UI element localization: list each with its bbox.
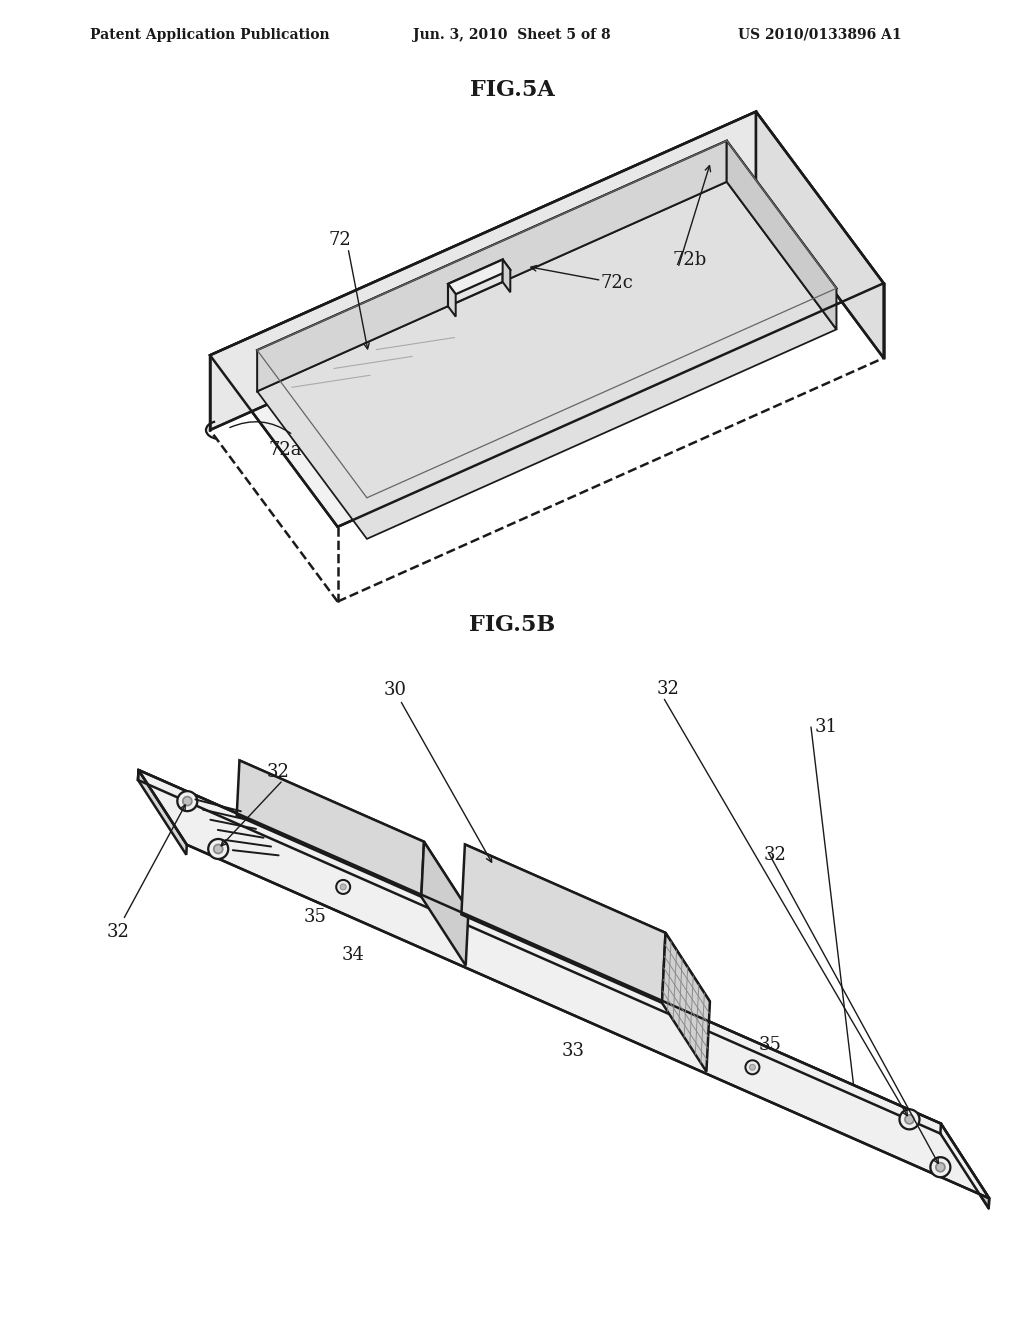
Text: 32: 32: [764, 846, 786, 865]
Text: 35: 35: [304, 908, 327, 925]
Polygon shape: [727, 141, 837, 330]
Circle shape: [745, 1060, 760, 1074]
Text: 34: 34: [342, 945, 365, 964]
Polygon shape: [257, 141, 837, 498]
Text: 72c: 72c: [600, 275, 633, 293]
Text: 72b: 72b: [673, 251, 708, 269]
Circle shape: [340, 884, 346, 890]
Polygon shape: [449, 260, 510, 294]
Text: Jun. 3, 2010  Sheet 5 of 8: Jun. 3, 2010 Sheet 5 of 8: [414, 28, 610, 42]
Text: 30: 30: [384, 681, 407, 700]
Polygon shape: [210, 112, 756, 430]
Text: 32: 32: [106, 923, 129, 941]
Polygon shape: [257, 141, 727, 391]
Text: 33: 33: [562, 1041, 585, 1060]
Polygon shape: [138, 770, 941, 1134]
Text: 32: 32: [656, 680, 680, 698]
Polygon shape: [449, 260, 503, 306]
Text: FIG.5A: FIG.5A: [470, 79, 554, 102]
Polygon shape: [756, 112, 884, 358]
Circle shape: [214, 845, 223, 854]
Polygon shape: [257, 182, 837, 539]
Circle shape: [336, 880, 350, 894]
Circle shape: [208, 840, 228, 859]
Polygon shape: [449, 284, 456, 317]
Polygon shape: [421, 842, 468, 965]
Text: FIG.5B: FIG.5B: [469, 614, 555, 636]
Polygon shape: [465, 845, 710, 1002]
Circle shape: [899, 1109, 920, 1130]
Text: 72a: 72a: [268, 441, 302, 459]
Circle shape: [936, 1163, 945, 1172]
Text: 72: 72: [329, 231, 351, 249]
Polygon shape: [237, 760, 424, 896]
Polygon shape: [240, 760, 468, 911]
Polygon shape: [662, 933, 710, 1072]
Text: 32: 32: [266, 763, 290, 781]
Text: Patent Application Publication: Patent Application Publication: [90, 28, 330, 42]
Circle shape: [931, 1158, 950, 1177]
Circle shape: [183, 797, 191, 805]
Text: 35: 35: [759, 1036, 782, 1055]
Polygon shape: [210, 112, 884, 527]
Polygon shape: [940, 1123, 989, 1208]
Circle shape: [177, 791, 198, 810]
Polygon shape: [503, 260, 510, 292]
Circle shape: [905, 1115, 914, 1123]
Text: US 2010/0133896 A1: US 2010/0133896 A1: [738, 28, 902, 42]
Text: 31: 31: [814, 718, 838, 737]
Circle shape: [750, 1064, 756, 1071]
Polygon shape: [138, 770, 989, 1199]
Polygon shape: [138, 770, 186, 855]
Polygon shape: [462, 845, 666, 1003]
